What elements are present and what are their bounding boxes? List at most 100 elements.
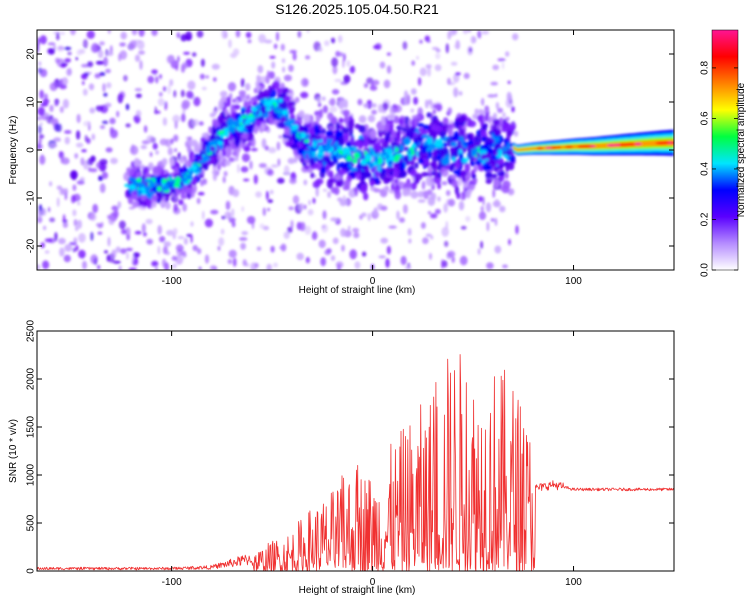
signal-blob bbox=[319, 108, 323, 119]
noise-blob bbox=[80, 157, 85, 166]
noise-blob bbox=[450, 61, 458, 66]
noise-blob bbox=[318, 239, 326, 249]
signal-blob bbox=[461, 157, 469, 164]
signal-blob bbox=[357, 140, 364, 150]
noise-blob bbox=[187, 80, 196, 90]
noise-blob bbox=[330, 37, 336, 44]
peak-blob bbox=[208, 140, 215, 146]
signal-blob bbox=[476, 152, 481, 158]
noise-blob bbox=[95, 105, 104, 112]
snr-y-ticks: 0 500 1000 1500 2000 2500 bbox=[26, 319, 674, 574]
noise-blob bbox=[280, 43, 285, 51]
signal-blob bbox=[212, 171, 217, 182]
signal-blob bbox=[261, 122, 266, 130]
noise-blob bbox=[322, 188, 328, 192]
noise-blob bbox=[44, 238, 53, 243]
noise-blob bbox=[75, 56, 79, 61]
signal-blob bbox=[472, 113, 479, 120]
signal-blob bbox=[280, 116, 286, 123]
noise-blob bbox=[186, 90, 194, 99]
peak-blob bbox=[409, 147, 414, 151]
signal-blob bbox=[218, 99, 224, 110]
signal-blob bbox=[450, 141, 457, 147]
noise-blob bbox=[477, 196, 484, 202]
noise-blob bbox=[146, 238, 153, 245]
signal-blob bbox=[493, 178, 500, 189]
signal-blob bbox=[426, 112, 432, 118]
noise-blob bbox=[217, 245, 221, 251]
noise-blob bbox=[107, 51, 114, 57]
signal-blob bbox=[180, 194, 188, 200]
signal-blob bbox=[337, 197, 343, 202]
noise-blob bbox=[228, 249, 237, 258]
noise-blob bbox=[427, 211, 432, 215]
noise-blob bbox=[447, 250, 456, 258]
peak-blob bbox=[241, 123, 246, 128]
signal-blob bbox=[210, 145, 216, 152]
noise-blob bbox=[253, 174, 258, 185]
signal-blob bbox=[355, 172, 362, 180]
noise-blob bbox=[99, 72, 106, 76]
colorbar-tick-label: 0.2 bbox=[700, 212, 711, 226]
noise-blob bbox=[155, 76, 159, 84]
noise-blob bbox=[82, 39, 88, 49]
noise-blob bbox=[182, 250, 187, 257]
signal-blob bbox=[402, 126, 408, 133]
spectrogram-y-tick-label: 20 bbox=[26, 48, 37, 60]
signal-blob bbox=[146, 198, 152, 209]
signal-blob bbox=[343, 99, 348, 109]
noise-blob bbox=[167, 84, 172, 95]
noise-blob bbox=[427, 67, 431, 77]
noise-blob bbox=[455, 72, 461, 76]
noise-blob bbox=[143, 125, 148, 133]
signal-blob bbox=[338, 118, 344, 123]
signal-blob bbox=[480, 129, 486, 137]
signal-blob bbox=[416, 122, 425, 128]
noise-blob bbox=[47, 207, 51, 213]
signal-blob bbox=[265, 74, 270, 84]
noise-blob bbox=[38, 61, 42, 66]
colorbar-ticks: 0.0 0.2 0.4 0.6 0.8 bbox=[700, 61, 738, 277]
noise-blob bbox=[73, 219, 78, 227]
signal-blob bbox=[458, 115, 467, 123]
noise-blob bbox=[173, 90, 177, 98]
signal-blob bbox=[413, 132, 418, 138]
noise-blob bbox=[97, 224, 103, 229]
noise-blob bbox=[249, 160, 253, 170]
noise-blob bbox=[112, 260, 121, 264]
tail-peak bbox=[615, 143, 621, 147]
peak-blob bbox=[317, 151, 325, 156]
signal-blob bbox=[246, 94, 251, 101]
peak-blob bbox=[399, 144, 404, 152]
signal-blob bbox=[233, 156, 239, 162]
signal-blob bbox=[247, 132, 254, 142]
signal-blob bbox=[337, 136, 345, 147]
signal-blob bbox=[480, 153, 488, 160]
noise-blob bbox=[192, 119, 199, 127]
noise-blob bbox=[487, 94, 496, 98]
signal-blob bbox=[338, 101, 345, 110]
colorbar-tick-label: 0.8 bbox=[700, 61, 711, 75]
noise-blob bbox=[345, 197, 352, 207]
noise-blob bbox=[129, 145, 139, 156]
signal-blob bbox=[209, 112, 216, 118]
noise-blob bbox=[283, 165, 290, 176]
peak-blob bbox=[173, 181, 180, 188]
signal-blob bbox=[363, 134, 367, 139]
signal-blob bbox=[456, 142, 461, 149]
noise-blob bbox=[239, 237, 248, 241]
signal-blob bbox=[297, 122, 302, 133]
signal-blob bbox=[427, 196, 436, 206]
noise-blob bbox=[222, 176, 226, 184]
noise-blob bbox=[389, 105, 393, 115]
noise-blob bbox=[437, 196, 441, 202]
peak-blob bbox=[224, 130, 229, 138]
noise-blob bbox=[116, 110, 120, 118]
noise-blob bbox=[119, 91, 126, 99]
signal-blob bbox=[342, 185, 351, 191]
signal-blob bbox=[315, 186, 319, 197]
signal-blob bbox=[467, 148, 472, 159]
noise-blob bbox=[268, 147, 277, 154]
signal-blob bbox=[143, 166, 150, 175]
signal-blob bbox=[224, 160, 231, 166]
